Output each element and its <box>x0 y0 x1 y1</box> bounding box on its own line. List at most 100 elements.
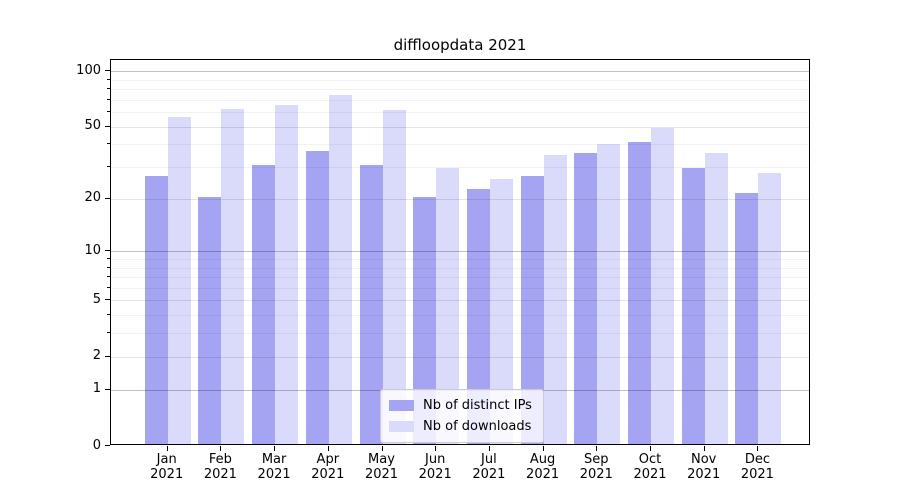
gridline-y-50 <box>111 126 809 128</box>
gridline-y-100 <box>111 71 809 72</box>
legend: Nb of distinct IPs Nb of downloads <box>380 389 544 443</box>
bar-jun-distinct-ips <box>413 196 437 444</box>
gridline-y-4 <box>111 315 809 317</box>
bar-jul-downloads <box>489 179 513 444</box>
x-tick-jun <box>435 446 437 451</box>
gridline-y-30 <box>111 167 809 168</box>
y-tick-50 <box>105 125 110 127</box>
gridline-y-6 <box>111 287 809 289</box>
bar-jun-downloads <box>436 167 460 444</box>
x-tick-label-mar: Mar 2021 <box>257 452 291 482</box>
x-tick-label-nov: Nov 2021 <box>687 452 721 482</box>
bar-dec-distinct-ips <box>735 192 759 444</box>
x-tick-may <box>381 446 383 451</box>
x-tick-label-oct: Oct 2021 <box>633 452 667 482</box>
x-tick-label-feb: Feb 2021 <box>203 452 237 482</box>
legend-label-downloads: Nb of downloads <box>423 419 532 434</box>
bar-oct-downloads <box>651 127 674 444</box>
legend-swatch-distinct-ips <box>389 400 414 411</box>
bar-may-distinct-ips <box>359 165 383 444</box>
y-tick-label-5: 5 <box>92 291 101 307</box>
legend-item-downloads: Nb of downloads <box>389 417 535 436</box>
x-tick-feb <box>220 446 222 451</box>
y-tick-label-1: 1 <box>92 381 101 397</box>
bar-oct-distinct-ips <box>628 142 651 444</box>
bar-sep-distinct-ips <box>574 152 598 444</box>
bars-layer <box>111 60 809 444</box>
y-minortick-7 <box>107 276 110 278</box>
x-tick-label-may: May 2021 <box>364 452 399 482</box>
y-minortick-3 <box>107 332 110 334</box>
y-tick-0 <box>105 445 110 446</box>
gridlines-layer <box>111 60 809 444</box>
y-minortick-40 <box>107 143 110 145</box>
y-tick-1 <box>105 388 110 390</box>
bar-feb-distinct-ips <box>198 196 222 444</box>
bar-dec-downloads <box>758 173 782 444</box>
x-tick-mar <box>274 446 276 451</box>
gridline-y-3 <box>111 333 809 335</box>
y-tick-2 <box>105 355 110 357</box>
y-minortick-60 <box>107 111 110 112</box>
y-tick-label-20: 20 <box>84 190 101 206</box>
gridline-y-2 <box>111 356 809 358</box>
x-tick-jan <box>166 446 168 451</box>
bar-mar-distinct-ips <box>252 165 276 444</box>
y-tick-label-0: 0 <box>92 437 101 453</box>
gridline-y-80 <box>111 89 809 90</box>
gridline-y-90 <box>111 79 809 81</box>
y-tick-5 <box>105 299 110 301</box>
legend-label-distinct-ips: Nb of distinct IPs <box>423 398 532 413</box>
plot-area: Nb of distinct IPs Nb of downloads <box>110 59 810 445</box>
y-tick-20 <box>105 197 110 199</box>
bar-jan-downloads <box>167 117 191 444</box>
gridline-y-70 <box>111 99 809 101</box>
gridline-y-9 <box>111 258 809 260</box>
y-minortick-30 <box>107 166 110 167</box>
y-tick-100 <box>105 70 110 71</box>
y-tick-label-10: 10 <box>84 242 101 258</box>
x-tick-aug <box>542 446 544 451</box>
gridline-y-7 <box>111 277 809 279</box>
legend-swatch-downloads <box>389 421 414 432</box>
y-minortick-9 <box>107 257 110 259</box>
bar-aug-distinct-ips <box>520 176 544 444</box>
y-tick-label-2: 2 <box>92 348 101 364</box>
x-tick-label-jan: Jan 2021 <box>150 452 184 482</box>
bar-mar-downloads <box>275 104 299 444</box>
bar-feb-downloads <box>221 108 245 444</box>
bar-apr-distinct-ips <box>305 150 329 444</box>
bar-nov-distinct-ips <box>681 167 705 444</box>
gridline-y-40 <box>111 144 809 146</box>
y-minortick-4 <box>107 314 110 316</box>
gridline-y-8 <box>111 267 809 269</box>
y-minortick-8 <box>107 266 110 268</box>
gridline-y-20 <box>111 198 809 200</box>
gridline-y-60 <box>111 112 809 113</box>
x-tick-sep <box>596 446 598 451</box>
x-tick-oct <box>650 446 651 451</box>
x-tick-dec <box>757 446 759 451</box>
x-tick-label-jun: Jun 2021 <box>418 452 452 482</box>
x-tick-nov <box>703 446 705 451</box>
bar-apr-downloads <box>328 95 352 444</box>
bar-jan-distinct-ips <box>144 176 168 444</box>
gridline-y-5 <box>111 300 809 302</box>
x-tick-label-aug: Aug 2021 <box>526 452 560 482</box>
gridline-y-10 <box>111 251 809 253</box>
y-tick-10 <box>105 250 110 252</box>
bar-aug-downloads <box>543 155 567 444</box>
y-minortick-6 <box>107 286 110 288</box>
x-tick-jul <box>488 446 490 451</box>
bar-may-downloads <box>382 110 406 444</box>
x-tick-apr <box>327 446 329 451</box>
x-tick-label-apr: Apr 2021 <box>311 452 345 482</box>
y-minortick-90 <box>107 78 110 80</box>
y-minortick-70 <box>107 98 110 100</box>
bar-jul-distinct-ips <box>466 189 490 444</box>
x-tick-label-dec: Dec 2021 <box>740 452 774 482</box>
y-tick-label-100: 100 <box>76 62 101 78</box>
chart-title: diffloopdata 2021 <box>393 36 527 54</box>
x-tick-label-jul: Jul 2021 <box>472 452 506 482</box>
